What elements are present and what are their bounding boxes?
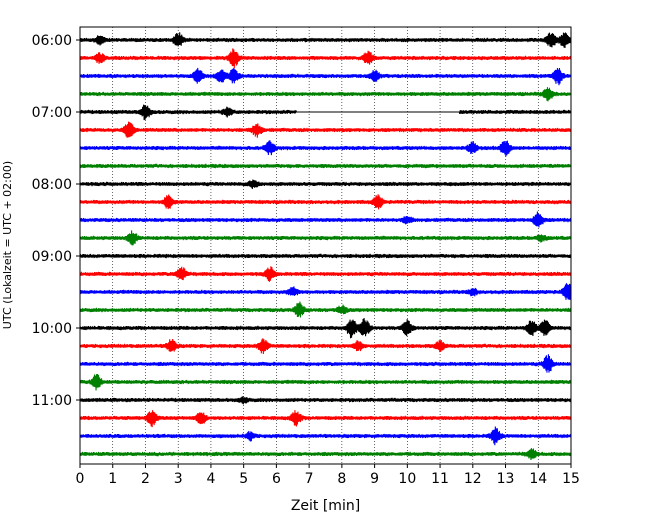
- trace-0930: [79, 283, 572, 300]
- trace-0830: [79, 211, 572, 228]
- trace-1015: [79, 338, 572, 354]
- x-tick-label-0: 0: [76, 471, 85, 487]
- x-tick-label-9: 9: [370, 471, 379, 487]
- x-tick-label-7: 7: [305, 471, 314, 487]
- trace-1045: [79, 373, 572, 391]
- x-tick-label-3: 3: [174, 471, 183, 487]
- trace-0815: [79, 194, 572, 210]
- trace-1100: [79, 396, 572, 405]
- trace-1115: [79, 410, 572, 428]
- trace-0915: [79, 266, 572, 282]
- x-tick-label-8: 8: [337, 471, 346, 487]
- trace-0630: [79, 67, 572, 86]
- y-tick-label-0900: 09:00: [32, 249, 72, 265]
- x-tick-label-1: 1: [108, 471, 117, 487]
- trace-1000: [79, 318, 572, 339]
- x-tick-label-11: 11: [431, 471, 449, 487]
- x-tick-label-5: 5: [239, 471, 248, 487]
- y-tick-label-0700: 07:00: [32, 105, 72, 121]
- trace-0600: [79, 32, 572, 48]
- y-axis-ticks: 06:00 07:00 08:00 09:00 10:00 11:00: [32, 33, 80, 409]
- trace-0800: [79, 179, 572, 190]
- x-tick-label-10: 10: [398, 471, 416, 487]
- y-axis-label: UTC (Lokalzeit = UTC + 02:00): [1, 161, 14, 329]
- x-tick-label-12: 12: [464, 471, 482, 487]
- x-tick-label-2: 2: [141, 471, 150, 487]
- trace-0715: [79, 121, 572, 138]
- x-tick-label-15: 15: [562, 471, 580, 487]
- trace-0700: [79, 104, 572, 121]
- x-axis-ticks: 0 1 2 3 4 5 6 7 8 9 10 11 12 13 14 15: [76, 464, 580, 487]
- x-tick-label-6: 6: [272, 471, 281, 487]
- seismic-traces: [79, 32, 572, 460]
- trace-0900: [79, 253, 572, 259]
- trace-0745: [79, 163, 572, 169]
- trace-1145: [79, 448, 572, 460]
- trace-0615: [79, 48, 572, 69]
- y-tick-label-1100: 11:00: [32, 393, 72, 409]
- x-tick-label-14: 14: [529, 471, 547, 487]
- trace-0645: [79, 87, 572, 102]
- trace-0945: [79, 301, 572, 318]
- trace-1130: [79, 426, 572, 446]
- x-gridlines: [112, 27, 539, 464]
- y-tick-label-0800: 08:00: [32, 177, 72, 193]
- x-axis-label: Zeit [min]: [291, 498, 360, 514]
- x-tick-label-4: 4: [206, 471, 215, 487]
- trace-0730: [79, 140, 572, 157]
- trace-0845: [79, 230, 572, 246]
- x-tick-label-13: 13: [497, 471, 515, 487]
- y-tick-label-0600: 06:00: [32, 33, 72, 49]
- trace-1030: [79, 354, 572, 373]
- y-tick-label-1000: 10:00: [32, 321, 72, 337]
- plot-frame: [79, 26, 572, 465]
